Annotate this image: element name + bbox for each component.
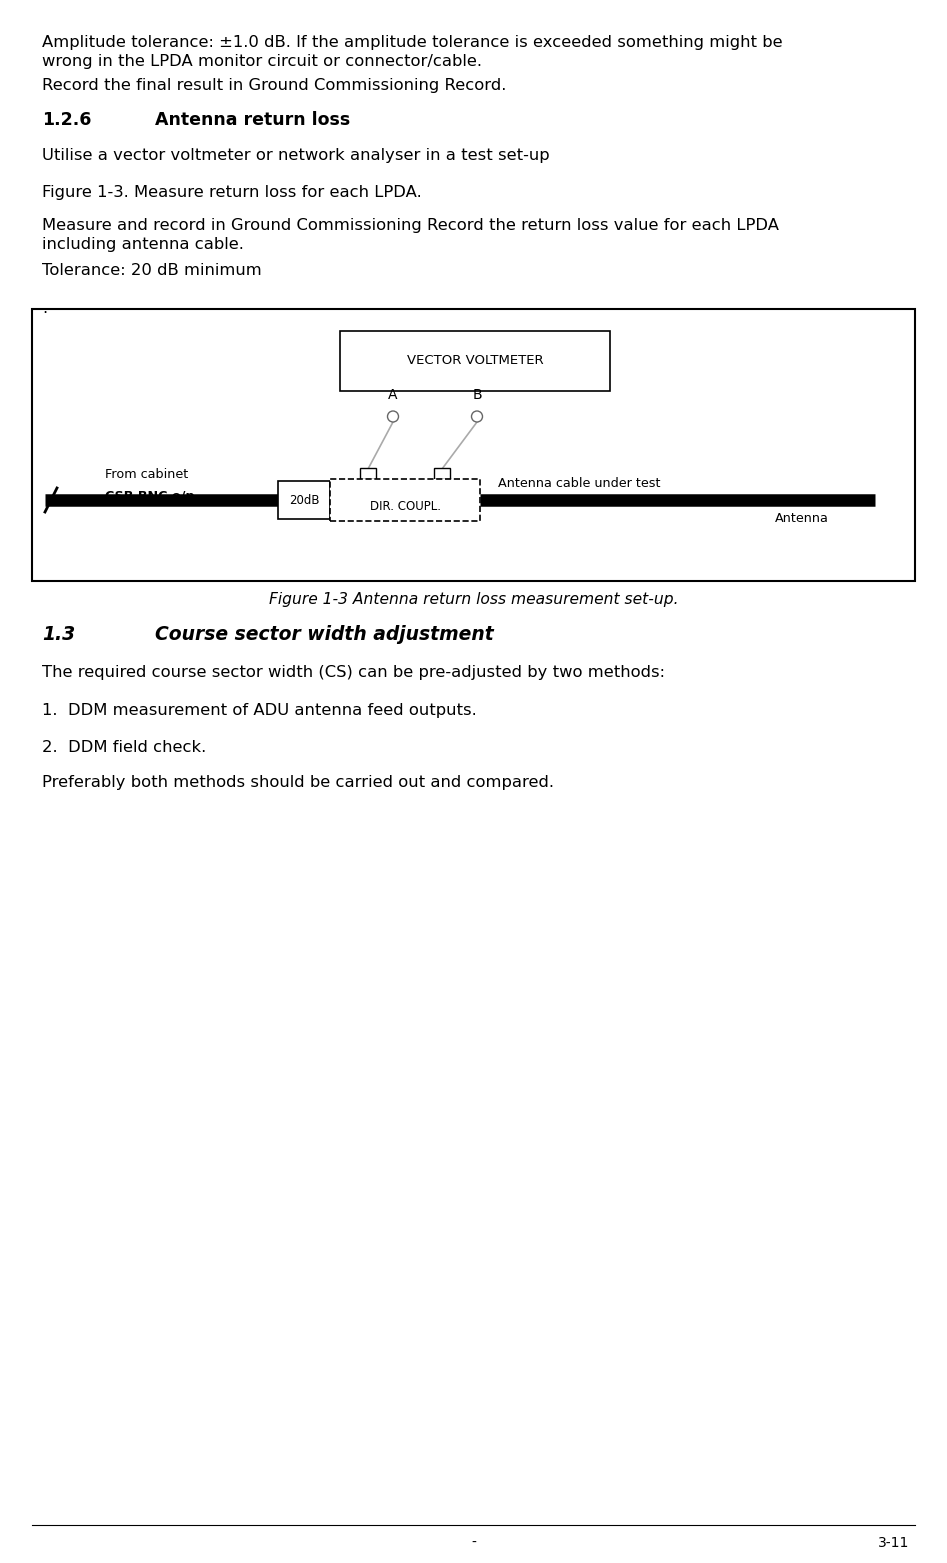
Text: Figure 1-3. Measure return loss for each LPDA.: Figure 1-3. Measure return loss for each… xyxy=(42,184,421,200)
Bar xyxy=(32,309,915,581)
Text: Record the final result in Ground Commissioning Record.: Record the final result in Ground Commis… xyxy=(42,78,507,94)
Text: The required course sector width (CS) can be pre-adjusted by two methods:: The required course sector width (CS) ca… xyxy=(42,664,665,680)
Text: Measure and record in Ground Commissioning Record the return loss value for each: Measure and record in Ground Commissioni… xyxy=(42,217,779,252)
Text: Antenna: Antenna xyxy=(775,513,829,525)
Text: From cabinet: From cabinet xyxy=(105,467,188,481)
Bar xyxy=(360,467,376,478)
Text: 1.  DDM measurement of ADU antenna feed outputs.: 1. DDM measurement of ADU antenna feed o… xyxy=(42,703,476,717)
Text: 1.3: 1.3 xyxy=(42,625,75,644)
Bar xyxy=(340,331,610,391)
Circle shape xyxy=(472,411,483,422)
Text: Tolerance: 20 dB minimum: Tolerance: 20 dB minimum xyxy=(42,263,261,278)
Text: Preferably both methods should be carried out and compared.: Preferably both methods should be carrie… xyxy=(42,775,554,789)
Text: 1.2.6: 1.2.6 xyxy=(42,111,91,130)
Text: Amplitude tolerance: ±1.0 dB. If the amplitude tolerance is exceeded something m: Amplitude tolerance: ±1.0 dB. If the amp… xyxy=(42,34,782,69)
Text: Antenna cable under test: Antenna cable under test xyxy=(498,477,660,489)
Bar xyxy=(434,467,450,478)
Bar xyxy=(278,481,330,519)
Text: Utilise a vector voltmeter or network analyser in a test set-up: Utilise a vector voltmeter or network an… xyxy=(42,148,549,163)
Text: B: B xyxy=(473,388,482,402)
Text: 2.  DDM field check.: 2. DDM field check. xyxy=(42,739,206,755)
Text: 20dB: 20dB xyxy=(289,494,319,506)
Text: -: - xyxy=(471,1536,476,1550)
Text: DIR. COUPL.: DIR. COUPL. xyxy=(369,500,440,513)
Text: .: . xyxy=(42,302,47,316)
Bar xyxy=(330,478,480,520)
Text: Antenna return loss: Antenna return loss xyxy=(155,111,350,130)
Text: 3-11: 3-11 xyxy=(878,1536,909,1550)
Text: A: A xyxy=(388,388,398,402)
Text: CSB BNC o/p: CSB BNC o/p xyxy=(105,489,195,503)
Text: Course sector width adjustment: Course sector width adjustment xyxy=(155,625,493,644)
Text: Figure 1-3 Antenna return loss measurement set-up.: Figure 1-3 Antenna return loss measureme… xyxy=(269,592,678,606)
Text: VECTOR VOLTMETER: VECTOR VOLTMETER xyxy=(406,355,544,367)
Circle shape xyxy=(387,411,399,422)
